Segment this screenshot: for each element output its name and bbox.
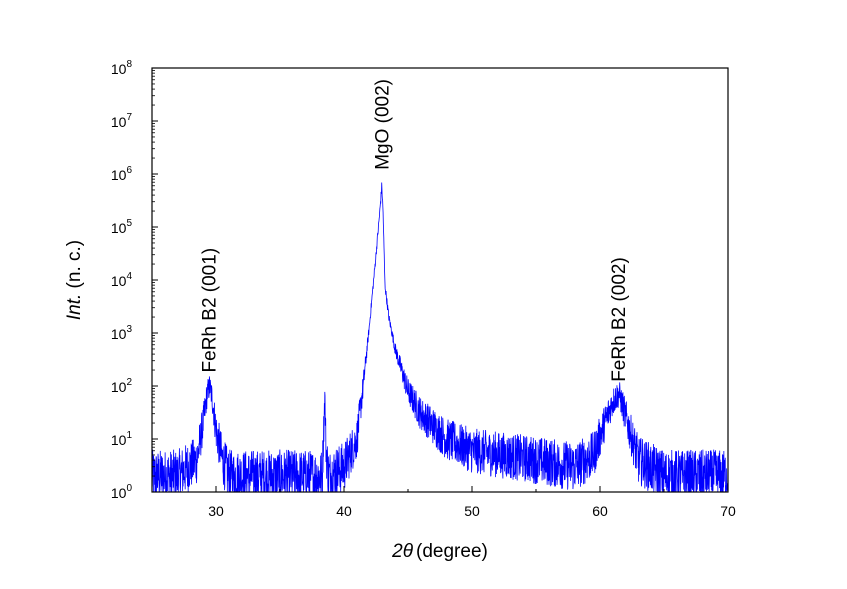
peak-annotation: FeRh B2 (001)	[200, 248, 221, 373]
series-line	[151, 182, 729, 493]
annotations: FeRh B2 (001) MgO (002) FeRh B2 (002)	[200, 79, 631, 382]
x-tick-label: 50	[464, 503, 480, 519]
y-tick-label: 103	[111, 324, 133, 342]
x-tick-label: 30	[208, 503, 224, 519]
y-tick-label: 107	[111, 112, 133, 130]
y-axis: 100 101 102 103 104 105 106 107 108	[111, 59, 158, 501]
y-tick-label: 108	[111, 59, 133, 77]
y-axis-label: Int. (n. c.)	[64, 240, 85, 320]
x-axis-label: 2θ (degree)	[391, 541, 488, 562]
y-tick-label: 104	[111, 271, 133, 289]
x-tick-label: 60	[592, 503, 608, 519]
peak-annotation: FeRh B2 (002)	[609, 257, 630, 382]
y-tick-label: 105	[111, 218, 133, 236]
y-tick-label: 102	[111, 377, 133, 395]
x-axis: 30 40 50 60 70	[151, 486, 736, 519]
y-tick-label: 106	[111, 165, 133, 183]
x-tick-label: 70	[720, 503, 736, 519]
series-group	[151, 182, 729, 493]
y-tick-label: 100	[111, 483, 133, 501]
y-tick-label: 101	[111, 430, 133, 448]
x-tick-label: 40	[336, 503, 352, 519]
peak-annotation: MgO (002)	[372, 79, 393, 170]
